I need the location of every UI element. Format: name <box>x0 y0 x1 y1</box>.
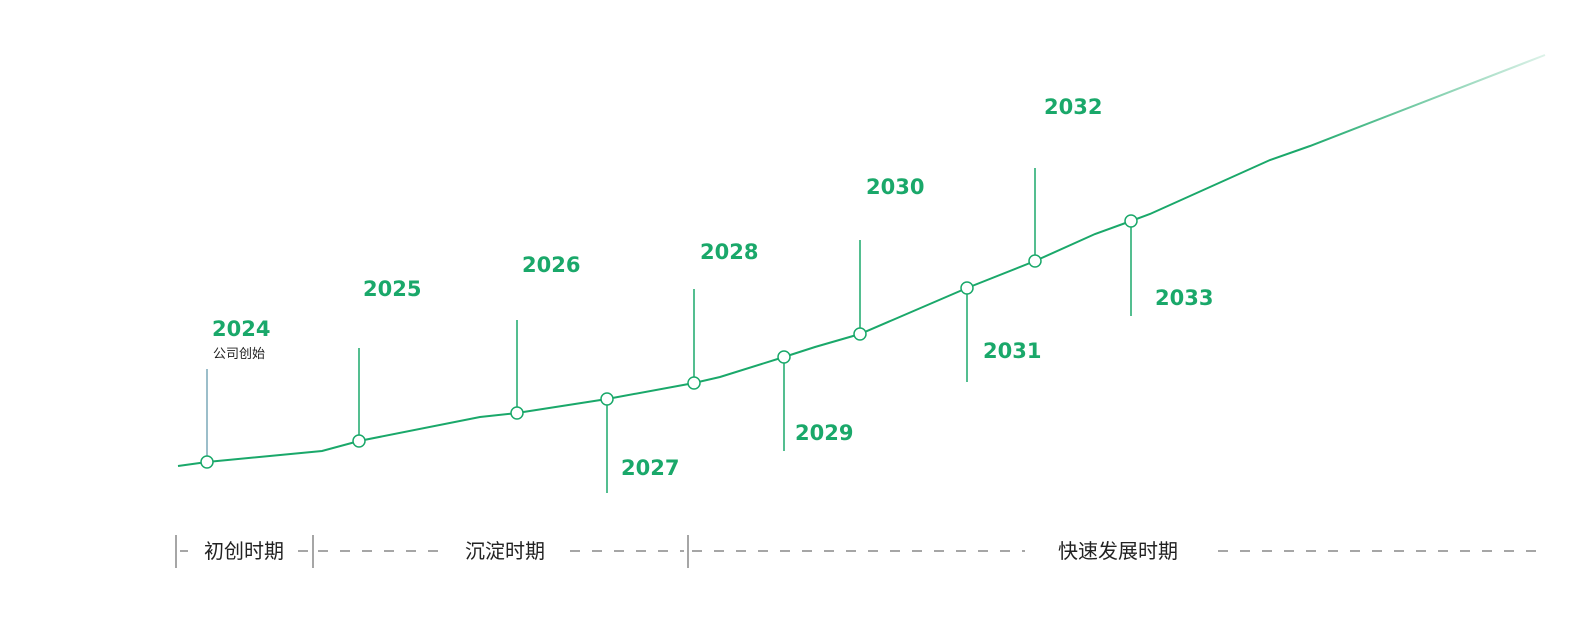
milestone-note: 公司创始 <box>213 347 265 362</box>
phase-axis <box>175 535 1540 568</box>
phase-label: 沉淀时期 <box>465 539 545 563</box>
milestone-dot <box>1028 254 1042 268</box>
milestone-year: 2033 <box>1155 286 1213 310</box>
phase-label: 快速发展时期 <box>1058 539 1178 563</box>
milestone-dot <box>1124 214 1138 228</box>
milestone-dot <box>352 434 366 448</box>
milestone-year: 2026 <box>522 253 580 277</box>
milestone-year: 2027 <box>621 456 679 480</box>
milestone-dot <box>600 392 614 406</box>
milestone-year: 2029 <box>795 421 853 445</box>
growth-line-tail <box>1130 54 1546 222</box>
milestone-year: 2032 <box>1044 95 1102 119</box>
milestone-dot <box>200 455 214 469</box>
milestone-year: 2028 <box>700 240 758 264</box>
milestone-dot <box>777 350 791 364</box>
milestone-year: 2025 <box>363 277 421 301</box>
milestone-dot <box>510 406 524 420</box>
milestone-dot <box>687 376 701 390</box>
milestone-dot <box>960 281 974 295</box>
phase-label: 初创时期 <box>204 539 284 563</box>
milestone-year: 2030 <box>866 175 924 199</box>
milestone-dot <box>853 327 867 341</box>
milestone-year: 2031 <box>983 339 1041 363</box>
milestone-year: 2024 <box>212 317 270 341</box>
growth-line <box>177 220 1132 467</box>
